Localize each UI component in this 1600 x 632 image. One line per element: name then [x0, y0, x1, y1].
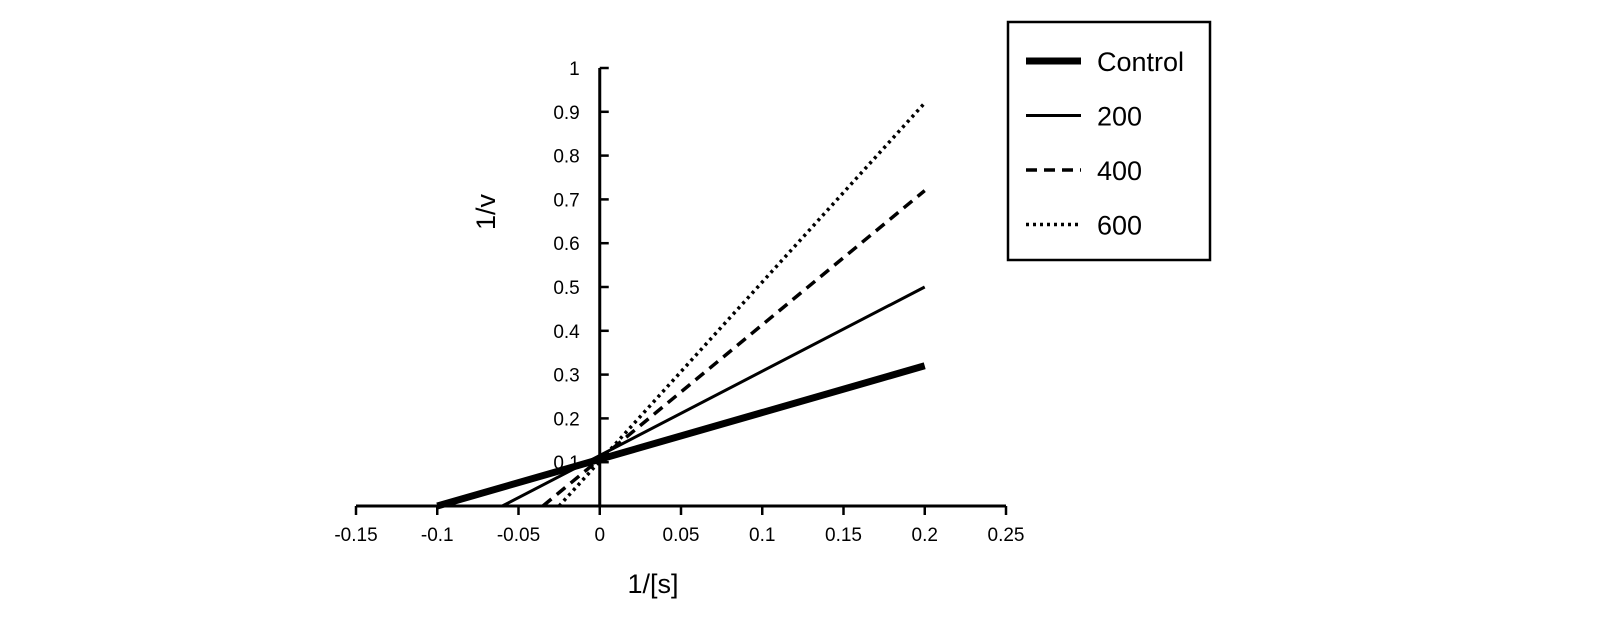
legend-label: Control	[1097, 47, 1184, 77]
x-tick-label: 0.05	[663, 525, 700, 546]
legend-label: 200	[1097, 102, 1142, 132]
y-tick-label: 0.2	[553, 409, 579, 430]
y-tick-label: 0.4	[553, 322, 580, 343]
y-tick-label: 0.7	[553, 190, 579, 211]
y-tick-label: 0.5	[553, 278, 579, 299]
legend-label: 400	[1097, 156, 1142, 186]
y-tick-label: 0.9	[553, 103, 579, 124]
y-ticks: 0.1 0.2 0.3 0.4 0.5 0.6 0.7 0.8 0.9 1	[553, 59, 609, 474]
x-tick-label: 0	[594, 525, 605, 546]
series-line-200	[501, 285, 926, 508]
series-layer	[436, 101, 926, 510]
legend-label: 600	[1097, 211, 1142, 241]
legend: Control 200 400 600	[1006, 20, 1212, 262]
legend-items: Control 200 400 600	[1026, 47, 1184, 241]
x-tick-label: 0.1	[749, 525, 775, 546]
x-tick-label: -0.15	[334, 525, 377, 546]
x-tick-label: 0.15	[825, 525, 862, 546]
x-axis-label: 1/[s]	[627, 569, 678, 599]
y-tick-label: 1	[569, 59, 580, 80]
x-tick-label: -0.05	[497, 525, 540, 546]
axes-layer	[356, 68, 1006, 508]
y-tick-label: 0.3	[553, 366, 579, 387]
x-tick-label: 0.2	[912, 525, 938, 546]
y-tick-label: 0.1	[553, 453, 579, 474]
y-tick-label: 0.8	[553, 147, 579, 168]
x-tick-label: 0.25	[988, 525, 1025, 546]
y-axis-label: 1/v	[471, 193, 501, 230]
series-line-control	[436, 362, 926, 510]
y-tick-label: 0.6	[553, 234, 579, 255]
x-tick-label: -0.1	[421, 525, 454, 546]
x-ticks: -0.15 -0.1 -0.05 0 0.05 0.1 0.15 0.2 0.25	[334, 506, 1024, 546]
